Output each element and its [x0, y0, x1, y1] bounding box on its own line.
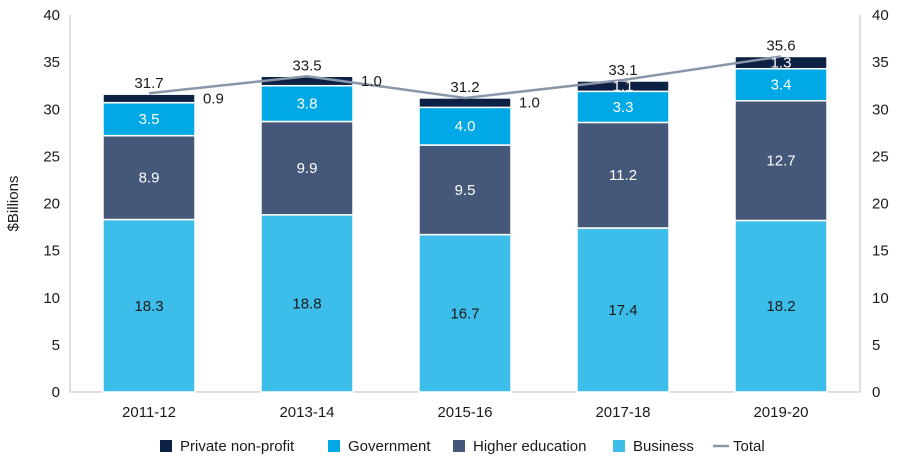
y-tick-label-left: 20	[43, 196, 60, 213]
bars	[102, 55, 828, 393]
y-tick-label-left: 40	[43, 7, 60, 24]
y-tick-label-right: 25	[872, 148, 889, 165]
segment-value-label: 9.9	[297, 160, 318, 177]
bar-segment	[102, 93, 196, 104]
y-tick-label-right: 5	[872, 337, 880, 354]
bar-segment	[418, 144, 512, 236]
legend-label: Higher education	[473, 438, 586, 455]
segment-value-label: 4.0	[455, 118, 476, 135]
y-tick-label-right: 20	[872, 196, 889, 213]
y-tick-label-left: 5	[52, 337, 60, 354]
bar-segment	[418, 106, 512, 146]
segment-value-label: 11.2	[609, 167, 637, 184]
y-tick-label-right: 15	[872, 243, 889, 260]
bar-segment	[102, 218, 196, 393]
total-value-label: 31.2	[450, 79, 479, 96]
y-tick-label-right: 40	[872, 7, 889, 24]
private-nonprofit-value-label: 1.0	[519, 95, 540, 112]
y-tick-label-right: 30	[872, 101, 889, 118]
bar-segment	[576, 90, 670, 124]
y-tick-label-left: 10	[43, 290, 60, 307]
total-line	[148, 55, 782, 100]
segment-value-label: 3.8	[297, 96, 318, 113]
y-tick-label-left: 35	[43, 54, 60, 71]
total-value-label: 35.6	[766, 37, 795, 54]
bar-segment	[418, 233, 512, 393]
data-labels: 18.3 8.9 3.5 18.8 9.9 3.8 16.7 9.5 4.0 17.4 11.2 3.…	[134, 37, 795, 322]
y-tick-label-left: 25	[43, 148, 60, 165]
legend: Private non-profit Government Higher educa…	[160, 438, 765, 455]
private-nonprofit-value-label: 1.3	[771, 55, 792, 72]
bar-segment	[418, 97, 512, 109]
total-value-label: 31.7	[134, 75, 163, 92]
y-tick-label-right: 0	[872, 384, 880, 401]
legend-label: Private non-profit	[180, 438, 295, 455]
total-line-group	[148, 55, 782, 100]
legend-swatch	[453, 440, 465, 452]
x-tick-label: 2017-18	[595, 404, 650, 421]
legend-swatch	[613, 440, 625, 452]
x-tick-label: 2013-14	[279, 404, 334, 421]
y-tick-label-left: 30	[43, 101, 60, 118]
segment-value-label: 18.3	[134, 298, 163, 315]
private-nonprofit-value-label: 1.1	[613, 78, 634, 95]
x-tick-label: 2011-12	[122, 404, 176, 421]
y-tick-label-left: 15	[43, 243, 60, 260]
segment-value-label: 3.4	[771, 77, 792, 94]
y-tick-label-left: 0	[52, 384, 60, 401]
bar-segment	[576, 121, 670, 229]
legend-label: Total	[733, 438, 765, 455]
axes: 0 0 5 5 10 10 15 15 20 20 25 25 30 30 35 35 40 40 $Billion…	[5, 7, 889, 421]
bar-segment	[734, 219, 828, 393]
total-value-label: 33.1	[608, 62, 637, 79]
x-tick-label: 2015-16	[437, 404, 492, 421]
segment-value-label: 17.4	[608, 302, 637, 319]
legend-label: Business	[633, 438, 694, 455]
segment-value-label: 16.7	[450, 305, 479, 322]
bar-segment	[260, 120, 354, 216]
y-axis-title: $Billions	[5, 176, 22, 232]
segment-value-label: 18.2	[766, 298, 795, 315]
x-tick-label: 2019-20	[753, 404, 808, 421]
bar-segment	[576, 227, 670, 393]
private-nonprofit-value-label: 1.0	[361, 73, 382, 90]
legend-swatch	[328, 440, 340, 452]
segment-value-label: 18.8	[292, 295, 321, 312]
bar-segment	[102, 101, 196, 137]
segment-value-label: 12.7	[766, 153, 795, 170]
total-value-label: 33.5	[292, 57, 321, 74]
y-tick-label-right: 35	[872, 54, 889, 71]
segment-value-label: 3.3	[613, 99, 634, 116]
y-tick-label-right: 10	[872, 290, 889, 307]
private-nonprofit-value-label: 0.9	[203, 90, 224, 107]
legend-swatch	[160, 440, 172, 452]
segment-value-label: 8.9	[139, 170, 160, 187]
segment-value-label: 3.5	[139, 111, 160, 128]
legend-label: Government	[348, 438, 431, 455]
segment-value-label: 9.5	[455, 182, 476, 199]
